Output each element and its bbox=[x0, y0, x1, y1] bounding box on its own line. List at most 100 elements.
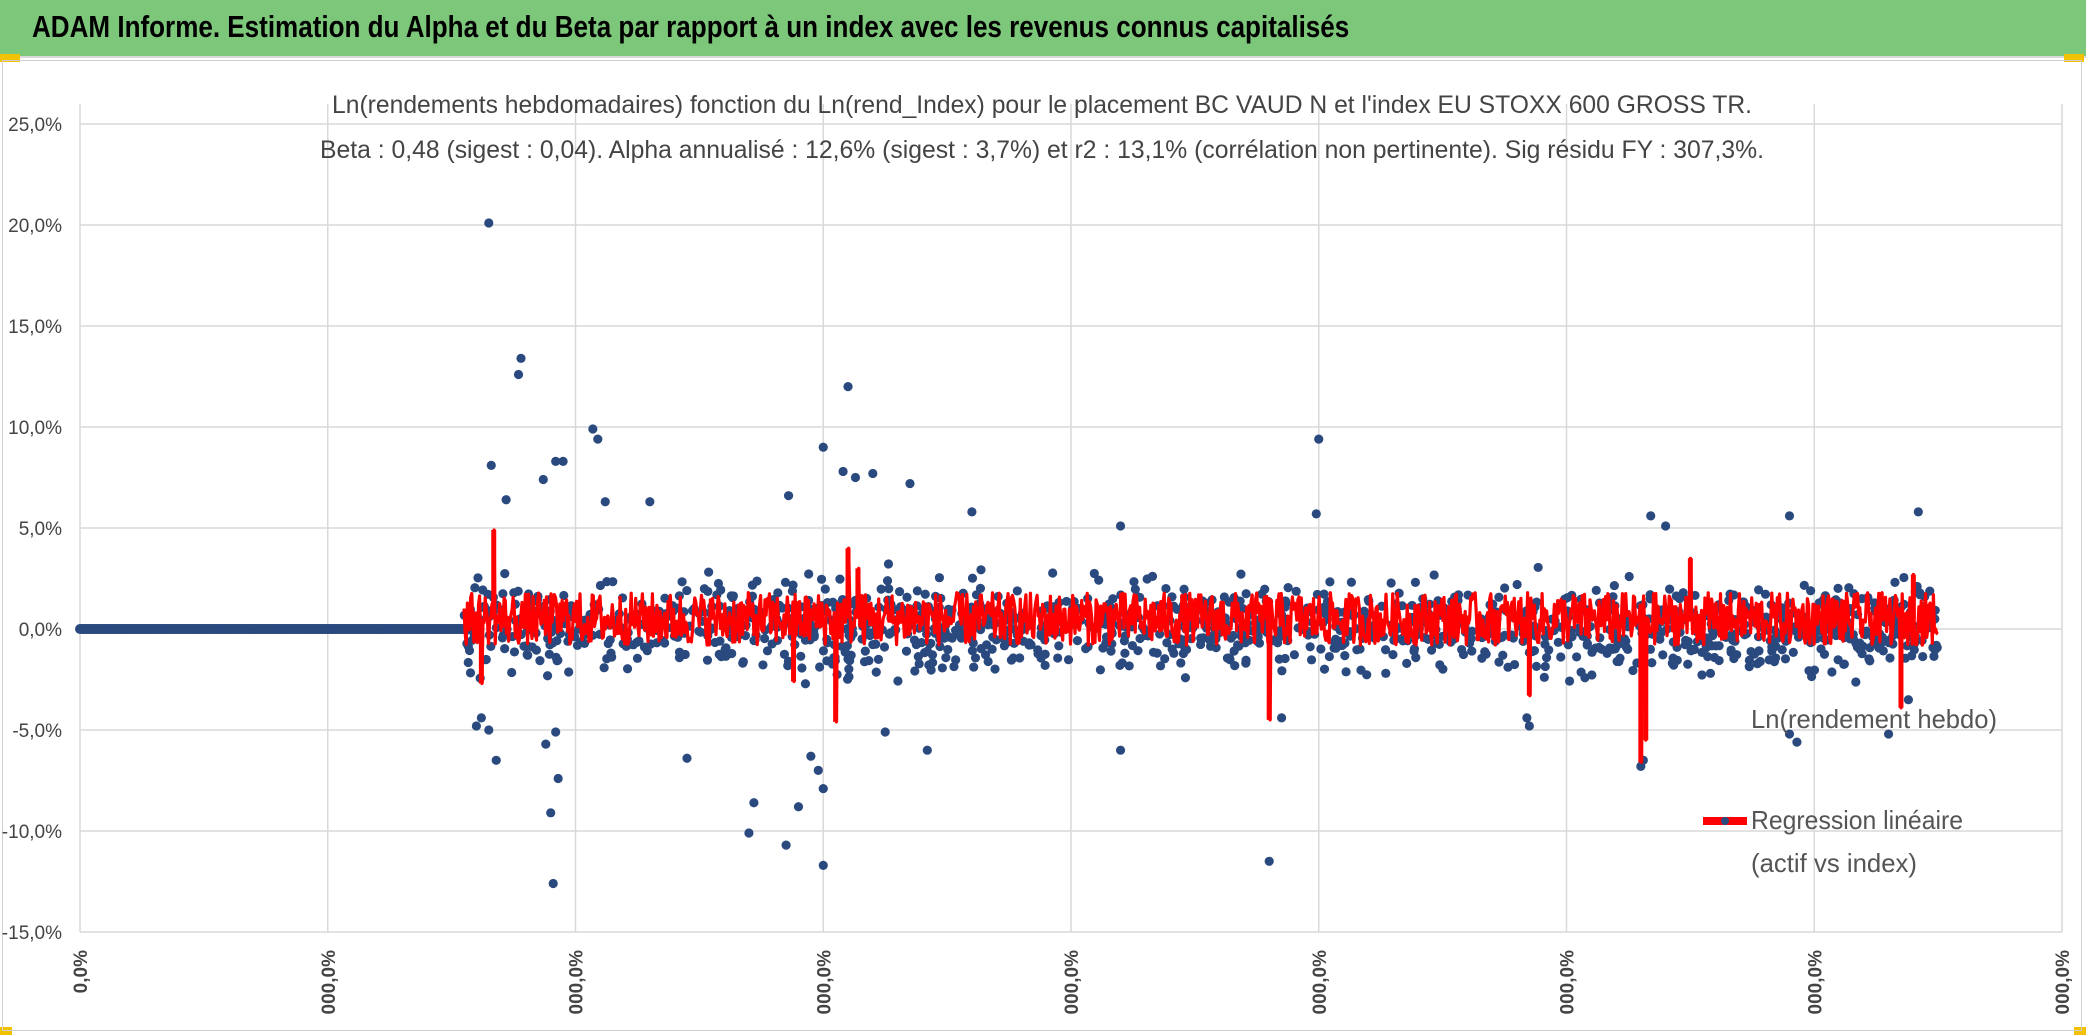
scatter-point bbox=[1672, 655, 1682, 665]
scatter-point bbox=[820, 584, 830, 594]
scatter-point bbox=[1053, 653, 1063, 663]
scatter-point bbox=[1697, 670, 1707, 680]
scatter-point bbox=[967, 573, 978, 583]
scatter-point bbox=[1410, 577, 1420, 587]
scatter-outlier bbox=[744, 828, 754, 838]
scatter-point bbox=[1380, 645, 1391, 655]
scatter-point bbox=[1129, 577, 1139, 587]
scatter-point bbox=[882, 576, 893, 586]
x-tick-label: 0,0% bbox=[71, 950, 92, 993]
scatter-point bbox=[1531, 661, 1542, 671]
scatter-point bbox=[1179, 584, 1189, 594]
scatter-point bbox=[934, 573, 945, 583]
scatter-point bbox=[1539, 672, 1549, 682]
scatter-point bbox=[975, 583, 986, 593]
scatter-point bbox=[1609, 643, 1619, 653]
scatter-point bbox=[1115, 660, 1125, 670]
scatter-point bbox=[1072, 635, 1083, 646]
scatter-outlier bbox=[501, 495, 511, 505]
scatter-point bbox=[910, 666, 920, 676]
scatter-point bbox=[500, 644, 510, 654]
y-tick-label: 25,0% bbox=[8, 115, 62, 136]
scatter-point bbox=[1540, 639, 1550, 649]
scatter-point bbox=[1556, 652, 1566, 662]
scatter-point bbox=[1048, 568, 1058, 578]
scatter-point bbox=[559, 590, 569, 601]
scatter-point bbox=[1788, 647, 1798, 657]
scatter-point bbox=[1219, 592, 1229, 602]
scatter-point bbox=[864, 656, 874, 666]
scatter-point bbox=[716, 652, 726, 662]
scatter-point bbox=[779, 649, 790, 659]
scatter-point bbox=[1402, 658, 1412, 668]
scatter-outlier bbox=[1784, 511, 1795, 521]
scatter-point bbox=[1855, 644, 1865, 654]
scatter-point bbox=[818, 646, 829, 656]
scatter-point bbox=[800, 679, 811, 689]
scatter-series bbox=[75, 218, 1942, 889]
scatter-outlier bbox=[541, 739, 551, 749]
scatter-outlier bbox=[491, 755, 501, 765]
scatter-point bbox=[828, 597, 838, 607]
scatter-outlier bbox=[843, 382, 853, 392]
scatter-point bbox=[1466, 633, 1476, 644]
x-tick-label: 000,0% bbox=[319, 950, 340, 1015]
scatter-point bbox=[1012, 586, 1022, 596]
scatter-outlier bbox=[793, 802, 804, 812]
scatter-point bbox=[1291, 586, 1301, 596]
scatter-outlier bbox=[486, 460, 496, 470]
scatter-point bbox=[632, 637, 642, 647]
scatter-point bbox=[762, 646, 773, 656]
scatter-point bbox=[1878, 646, 1888, 656]
scatter-point bbox=[1494, 657, 1504, 667]
scatter-outlier bbox=[818, 783, 828, 794]
scatter-point bbox=[606, 648, 616, 658]
chart-legend: Ln(rendement hebdo) Regression linéaire … bbox=[1703, 704, 1997, 878]
scatter-point bbox=[1015, 653, 1025, 663]
scatter-point bbox=[1289, 650, 1299, 660]
chart-title-line1: Ln(rendements hebdomadaires) fonction du… bbox=[332, 91, 1752, 119]
scatter-outlier bbox=[593, 434, 603, 444]
scatter-point bbox=[1130, 584, 1140, 594]
scatter-point bbox=[797, 663, 807, 673]
scatter-point bbox=[884, 584, 894, 594]
scatter-point bbox=[507, 667, 517, 678]
scatter-point bbox=[816, 574, 827, 584]
scatter-point bbox=[1094, 575, 1104, 585]
scatter-outlier bbox=[880, 727, 890, 737]
scatter-point bbox=[1040, 660, 1050, 670]
scatter-point bbox=[969, 662, 979, 672]
scatter-point bbox=[1316, 644, 1326, 654]
y-tick-label: 0,0% bbox=[19, 620, 62, 641]
scatter-point bbox=[804, 569, 814, 579]
scatter-point bbox=[1703, 651, 1713, 662]
scatter-point bbox=[970, 653, 981, 663]
scatter-point bbox=[1054, 641, 1064, 651]
scatter-point bbox=[1533, 562, 1543, 573]
corner-marker-left bbox=[0, 54, 20, 62]
scatter-point bbox=[1352, 645, 1362, 655]
scatter-point bbox=[522, 641, 532, 651]
scatter-point bbox=[552, 656, 562, 666]
scatter-point bbox=[542, 671, 553, 681]
scatter-point bbox=[1283, 583, 1293, 593]
x-tick-label: 000,0% bbox=[1310, 950, 1331, 1015]
scatter-point bbox=[1305, 642, 1315, 652]
scatter-point bbox=[1089, 568, 1099, 579]
scatter-point bbox=[758, 660, 768, 670]
scatter-point bbox=[1341, 667, 1351, 677]
scatter-point bbox=[599, 663, 609, 673]
scatter-point bbox=[747, 580, 758, 590]
y-tick-label: -5,0% bbox=[12, 721, 62, 742]
scatter-point bbox=[1844, 583, 1854, 593]
scatter-point bbox=[1236, 569, 1246, 579]
scatter-point bbox=[1467, 626, 1477, 636]
regression-series bbox=[462, 528, 1939, 764]
scatter-outlier bbox=[1646, 511, 1656, 521]
scatter-outlier bbox=[1314, 434, 1324, 444]
y-tick-label: -15,0% bbox=[2, 923, 62, 944]
scatter-point bbox=[1083, 641, 1093, 652]
scatter-point bbox=[1388, 650, 1398, 660]
scatter-point bbox=[500, 569, 510, 579]
